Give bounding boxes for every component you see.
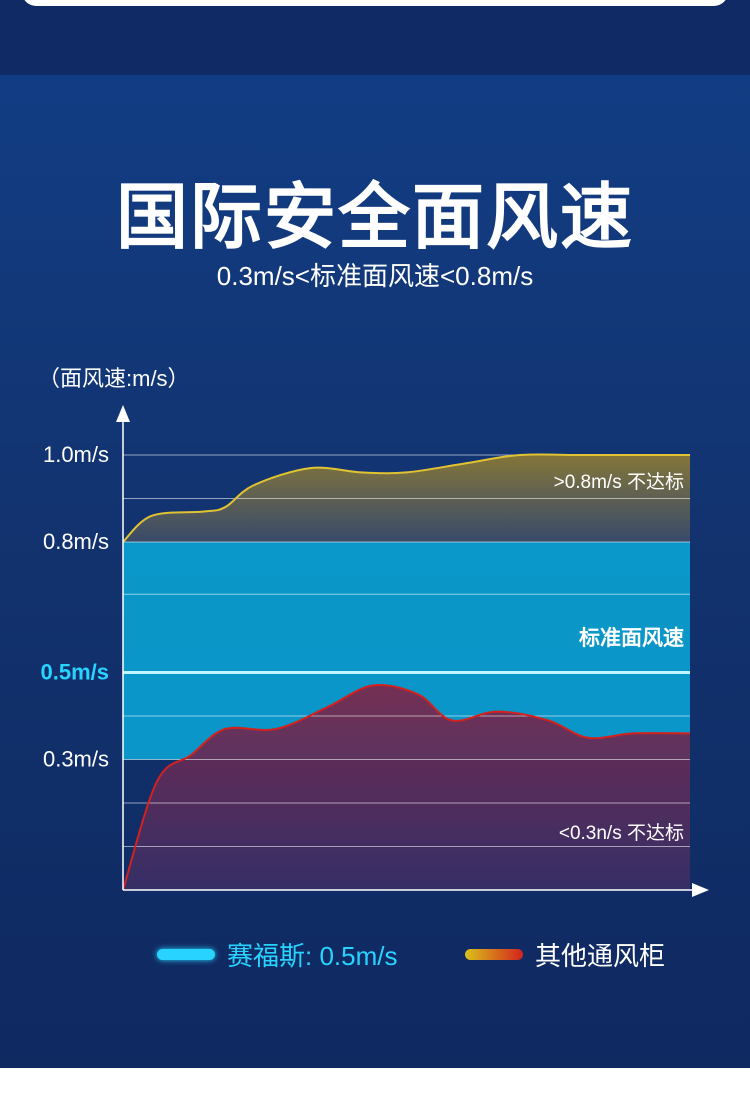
axes bbox=[116, 405, 709, 897]
annotation-lower: <0.3n/s 不达标 bbox=[559, 822, 684, 844]
legend-item-other-cabinets: 其他通风柜 bbox=[465, 936, 665, 972]
series-line-other-upper bbox=[122, 453, 690, 543]
series-lines bbox=[122, 453, 691, 891]
annotation-upper: >0.8m/s 不达标 bbox=[554, 471, 684, 493]
top-card bbox=[22, 0, 728, 6]
top-band bbox=[0, 0, 750, 75]
series-line-other-lower bbox=[122, 684, 691, 891]
legend-label-saifusi: 赛福斯: 0.5m/s bbox=[227, 940, 398, 971]
y-tick-label: 0.5m/s bbox=[41, 660, 110, 685]
chart-text: 1.0m/s 0.8m/s 0.5m/s 0.3m/s >0.8m/s 不达标标准面风速… bbox=[41, 442, 685, 844]
x-axis-arrow bbox=[692, 883, 709, 897]
page-subtitle: 0.3m/s<标准面风速<0.8m/s bbox=[216, 261, 534, 291]
legend-swatch-cyan bbox=[157, 948, 215, 960]
y-tick-label: 0.3m/s bbox=[43, 747, 109, 772]
lower-area-fill bbox=[123, 685, 690, 890]
y-axis-arrow bbox=[116, 405, 130, 422]
legend-swatch-gradient bbox=[465, 948, 523, 960]
bottom-strip bbox=[0, 1068, 750, 1093]
standard-band-label: 标准面风速 bbox=[579, 626, 684, 650]
y-tick-label: 1.0m/s bbox=[43, 442, 109, 467]
legend-label-other-cabinets: 其他通风柜 bbox=[535, 940, 666, 971]
legend-item-saifusi: 赛福斯: 0.5m/s bbox=[157, 936, 397, 972]
y-axis-label: （面风速:m/s） bbox=[38, 366, 190, 391]
y-tick-label: 0.8m/s bbox=[43, 529, 109, 554]
page-title: 国际安全面风速 bbox=[115, 178, 634, 258]
